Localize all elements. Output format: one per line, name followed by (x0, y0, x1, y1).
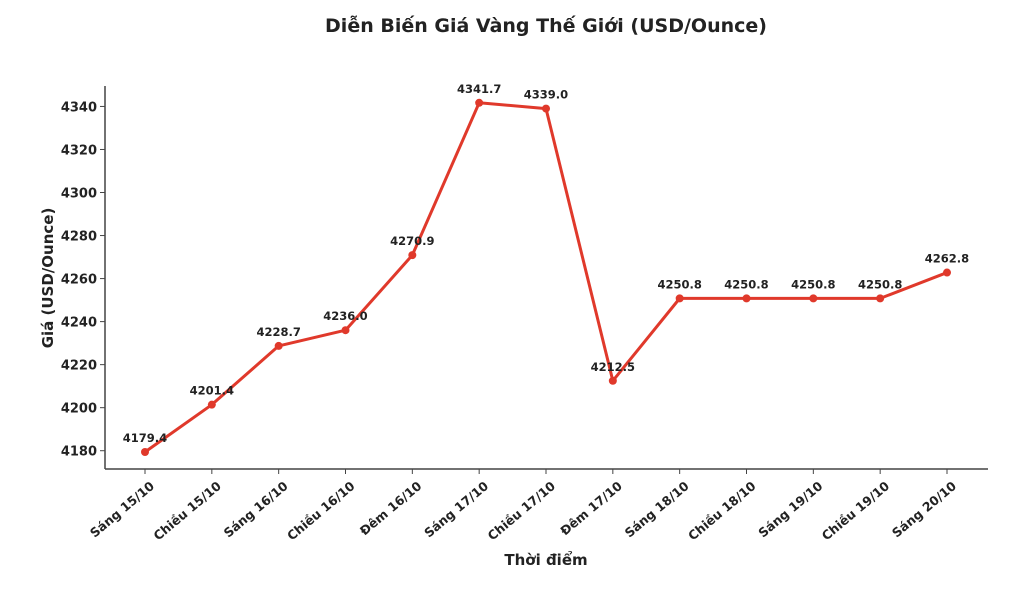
x-tick-label: Chiều 18/10 (685, 478, 759, 543)
x-tick-label: Sáng 15/10 (87, 478, 157, 540)
data-point (742, 294, 751, 303)
y-axis-label: Giá (USD/Ounce) (39, 208, 57, 349)
data-point (475, 98, 484, 107)
data-point (141, 448, 149, 457)
data-label: 4262.8 (925, 252, 969, 266)
x-axis-label: Thời điểm (504, 550, 587, 569)
x-tick-label: Chiều 17/10 (485, 478, 559, 543)
data-label: 4341.7 (457, 82, 501, 96)
data-label: 4228.7 (256, 325, 300, 339)
x-tick-label: Chiều 19/10 (819, 478, 893, 543)
x-tick-label: Sáng 16/10 (221, 478, 291, 540)
y-tick-label: 4320 (61, 143, 97, 158)
data-label: 4339.0 (524, 88, 568, 102)
data-point (207, 400, 216, 409)
data-point (341, 326, 350, 335)
data-label: 4250.8 (791, 277, 835, 291)
data-point (876, 294, 885, 303)
y-tick-label: 4300 (61, 187, 97, 202)
data-point (809, 294, 818, 303)
y-tick-label: 4200 (61, 402, 97, 417)
data-label: 4179.4 (123, 431, 167, 445)
data-label: 4250.8 (858, 277, 902, 291)
x-tick-label: Sáng 18/10 (622, 478, 692, 540)
y-tick-label: 4220 (61, 359, 97, 374)
y-tick-label: 4280 (61, 230, 97, 245)
data-point (542, 104, 550, 113)
data-point (675, 294, 684, 303)
data-point (943, 268, 951, 277)
x-tick-label: Chiều 16/10 (284, 478, 358, 543)
y-tick-label: 4340 (61, 100, 97, 115)
x-tick-label: Sáng 19/10 (755, 478, 825, 540)
y-tick-label: 4180 (61, 445, 97, 460)
x-tick-label: Sáng 20/10 (889, 478, 959, 540)
x-tick-label: Sáng 17/10 (421, 478, 491, 540)
data-label: 4250.8 (657, 277, 701, 291)
data-label: 4212.5 (591, 360, 635, 374)
data-label: 4270.9 (390, 234, 434, 248)
y-tick-label: 4240 (61, 316, 97, 331)
data-point (408, 251, 417, 260)
data-point (274, 341, 283, 350)
data-point (608, 376, 617, 385)
data-label: 4201.4 (190, 384, 234, 398)
data-label: 4236.0 (323, 309, 367, 323)
x-tick-label: Đêm 17/10 (557, 478, 625, 538)
data-label: 4250.8 (724, 277, 768, 291)
x-tick-label: Đêm 16/10 (357, 478, 425, 538)
chart-title: Diễn Biến Giá Vàng Thế Giới (USD/Ounce) (325, 13, 767, 37)
y-tick-label: 4260 (61, 273, 97, 288)
x-tick-label: Chiều 15/10 (150, 478, 224, 543)
